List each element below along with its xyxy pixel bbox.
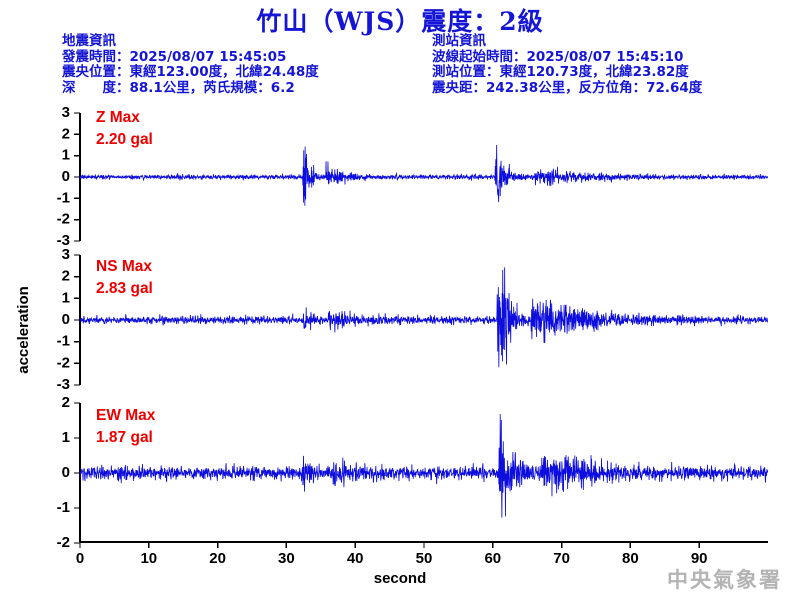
panel-ns: -3 -2 -1 0 1 2 3 NS Max 2.83 gal	[57, 246, 769, 393]
agency-watermark: 中央氣象署	[667, 567, 782, 592]
y-tick-label: 0	[62, 311, 70, 328]
x-tick-label: 80	[622, 550, 639, 567]
x-axis-title: second	[374, 570, 427, 587]
y-tick-label: -1	[57, 333, 70, 350]
waveform-trace-ns	[79, 267, 769, 368]
page-title: 竹山（WJS）震度：2級	[256, 7, 544, 36]
max-label-value-ns: 2.83 gal	[96, 280, 153, 297]
x-tick-label: 20	[209, 550, 226, 567]
x-tick-label: 60	[484, 550, 501, 567]
x-tick-label: 70	[553, 550, 570, 567]
y-tick-label: 1	[62, 289, 70, 306]
y-tick-label: 1	[62, 429, 70, 446]
earthquake-origin-time: 發震時間：2025/08/07 15:45:05	[62, 48, 287, 65]
y-tick-label: 3	[62, 246, 70, 263]
y-tick-label: -2	[57, 534, 70, 551]
panel-z: -3 -2 -1 0 1 2 3 Z Max 2.20 gal	[57, 104, 769, 249]
y-tick-label: 0	[62, 168, 70, 185]
max-label-value-ew: 1.87 gal	[96, 429, 153, 446]
max-label-component-ew: EW Max	[96, 407, 156, 424]
station-info-heading: 測站資訊	[432, 33, 486, 49]
station-epicentral-distance: 震央距：242.38公里，反方位角：72.64度	[432, 79, 703, 96]
max-label-component-z: Z Max	[96, 109, 140, 126]
earthquake-depth-magnitude: 深 度：88.1公里，芮氏規模：6.2	[62, 79, 295, 96]
max-label-value-z: 2.20 gal	[96, 131, 153, 148]
x-tick-label: 50	[416, 550, 433, 567]
station-location: 測站位置：東經120.73度，北緯23.82度	[432, 64, 689, 81]
x-tick-label: 0	[76, 550, 84, 567]
x-tick-label: 10	[140, 550, 157, 567]
station-start-time: 波線起始時間：2025/08/07 15:45:10	[432, 48, 684, 65]
x-tick-label: 40	[347, 550, 364, 567]
waveform-trace-z	[79, 145, 769, 206]
y-tick-label: -3	[57, 376, 70, 393]
waveform-trace-ew	[79, 414, 769, 518]
x-tick-label: 90	[691, 550, 708, 567]
earthquake-epicenter: 震央位置：東經123.00度，北緯24.48度	[62, 64, 319, 81]
y-tick-label: -1	[57, 499, 70, 516]
y-tick-label: 3	[62, 104, 70, 121]
y-tick-label: 2	[62, 394, 70, 411]
y-tick-label: -2	[57, 354, 70, 371]
y-tick-label: -1	[57, 189, 70, 206]
y-tick-label: -2	[57, 211, 70, 228]
x-tick-label: 30	[278, 550, 295, 567]
y-tick-label: 2	[62, 268, 70, 285]
y-tick-label: 2	[62, 125, 70, 142]
earthquake-info-heading: 地震資訊	[62, 33, 116, 49]
max-label-component-ns: NS Max	[96, 258, 152, 275]
y-axis-title: acceleration	[15, 286, 32, 374]
y-tick-label: 0	[62, 464, 70, 481]
y-tick-label: 1	[62, 147, 70, 164]
station-info-block: 測站資訊 波線起始時間：2025/08/07 15:45:10 測站位置：東經1…	[432, 33, 703, 96]
earthquake-info-block: 地震資訊 發震時間：2025/08/07 15:45:05 震央位置：東經123…	[62, 33, 319, 96]
y-tick-label: -3	[57, 232, 70, 249]
